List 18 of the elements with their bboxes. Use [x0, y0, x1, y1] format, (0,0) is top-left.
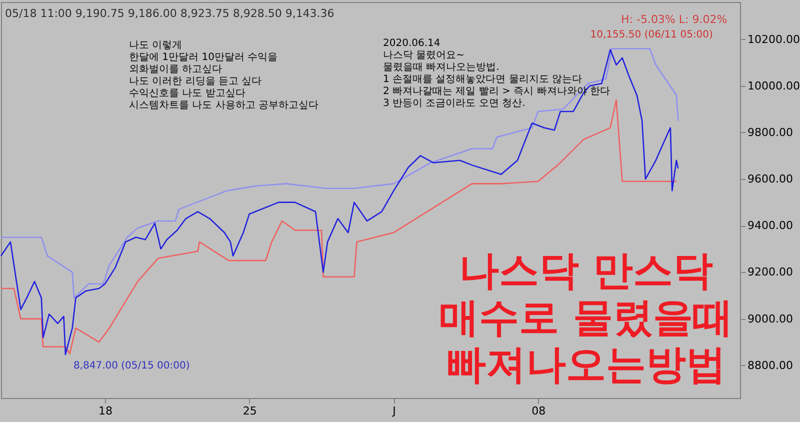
y-tick-label: 9200.00 — [748, 266, 793, 279]
y-tick-label: 9800.00 — [748, 126, 793, 139]
y-tick-label: 10000.00 — [748, 79, 800, 92]
y-tick-label: 9400.00 — [748, 219, 793, 232]
y-tick-label: 9000.00 — [748, 312, 793, 326]
annotation: 나도 이렇게 한달에 1만달러 10만달러 수익을 외화벌이를 하고싶다 나도 이러한 리딩을 듣고 싶다 수익신호를 나도 받고싶다 시스템차트를 나도 사용하고 공부하고싶다 — [129, 40, 319, 111]
text: 나스닥 만스닥 매수로 물렸을때 빠져나오는방법 — [439, 248, 733, 388]
x-tick-label: 08 — [532, 404, 546, 418]
y-tick-label: 9600.00 — [748, 172, 793, 186]
x-tick-label: 25 — [242, 404, 257, 418]
x-tick-label: J — [392, 404, 396, 418]
annotation: H: -5.03% L: 9.02% — [621, 13, 728, 26]
y-tick-label: 10200.00 — [748, 32, 800, 46]
annotation: 8,847.00 (05/15 00:00) — [73, 360, 190, 372]
annotation: 10,155.50 (06/11 05:00) — [590, 30, 714, 41]
x-tick-label: 18 — [98, 404, 112, 418]
y-tick-label: 8800.00 — [748, 358, 793, 372]
annotation: 05/18 11:00 9,190.75 9,186.00 8,923.75 8,928.50 9,143.36 — [5, 7, 334, 20]
